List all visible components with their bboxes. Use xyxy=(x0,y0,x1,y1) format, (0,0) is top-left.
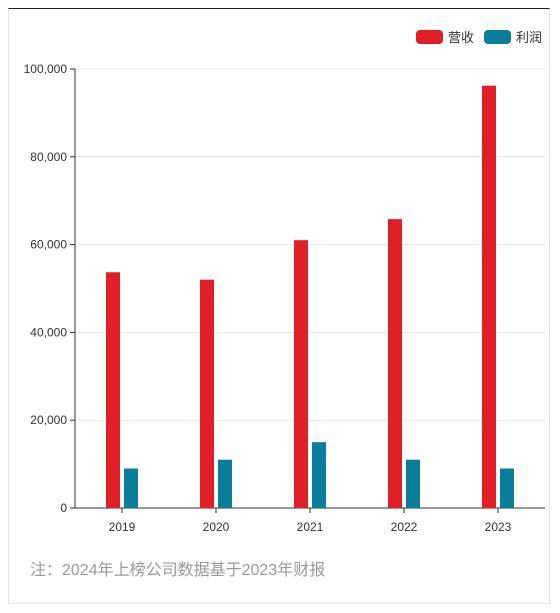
x-tick-label: 2021 xyxy=(297,520,324,534)
y-tick-label: 100,000 xyxy=(24,62,68,76)
bar-profit-2019 xyxy=(124,468,138,508)
x-tick-label: 2023 xyxy=(485,520,512,534)
legend-label-revenue: 营收 xyxy=(447,30,474,45)
bar-revenue-2021 xyxy=(294,240,308,508)
chart-legend: 营收 利润 xyxy=(415,27,542,46)
footnote: 注：2024年上榜公司数据基于2023年财报 xyxy=(30,562,326,579)
x-tick-label: 2022 xyxy=(391,520,418,534)
y-tick-label: 60,000 xyxy=(30,238,67,252)
x-tick-label: 2019 xyxy=(109,520,136,534)
chart-frame xyxy=(8,8,550,604)
y-tick-label: 0 xyxy=(60,501,67,515)
legend-swatch-profit xyxy=(483,29,511,44)
bar-revenue-2020 xyxy=(200,279,214,508)
bar-profit-2022 xyxy=(406,459,420,508)
bar-profit-2023 xyxy=(500,468,514,508)
bar-profit-2020 xyxy=(218,459,232,508)
x-tick-label: 2020 xyxy=(203,520,230,534)
legend-label-profit: 利润 xyxy=(515,30,542,45)
y-tick-label: 40,000 xyxy=(30,325,67,339)
legend-item-revenue[interactable]: 营收 xyxy=(415,27,474,46)
bar-revenue-2023 xyxy=(482,85,496,508)
bar-revenue-2022 xyxy=(388,219,402,508)
y-tick-label: 80,000 xyxy=(30,150,67,164)
legend-item-profit[interactable]: 利润 xyxy=(483,27,542,46)
legend-swatch-revenue xyxy=(415,29,443,44)
bar-profit-2021 xyxy=(312,442,326,508)
bar-revenue-2019 xyxy=(106,272,120,508)
y-tick-label: 20,000 xyxy=(30,413,67,427)
